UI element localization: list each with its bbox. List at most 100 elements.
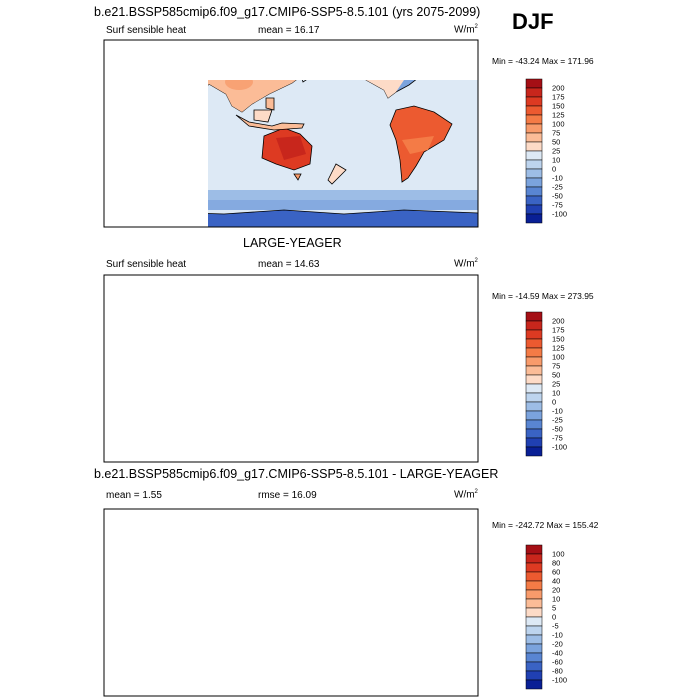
colorbar3-tick-label: -80	[552, 667, 563, 676]
panel2-mean-label: mean =	[258, 259, 292, 270]
colorbar2-tick-label: 10	[552, 389, 560, 398]
colorbar2-tick-label: 25	[552, 380, 560, 389]
panel2-frame	[103, 274, 479, 463]
colorbar3-tick-label: -10	[552, 631, 563, 640]
colorbar2-tick-label: 100	[552, 353, 565, 362]
colorbar1-tick-label: -75	[552, 201, 563, 210]
panel2-minmax: Min = -14.59 Max = 273.95	[492, 291, 594, 301]
panel2-variable: Surf sensible heat	[106, 259, 187, 270]
colorbar3-segment	[525, 544, 543, 555]
colorbar2-tick-label: -10	[552, 407, 563, 416]
colorbar3-segment	[525, 643, 543, 654]
panel1-min-value: -43.24	[515, 56, 540, 66]
colorbar2-segment	[525, 356, 543, 367]
colorbar1-segment	[525, 168, 543, 179]
colorbar2-tick-label: 0	[552, 398, 556, 407]
colorbar3-segment	[525, 562, 543, 573]
colorbar3-segment	[525, 616, 543, 627]
colorbar2-tick-label: 75	[552, 362, 560, 371]
colorbar1-tick-label: 125	[552, 111, 565, 120]
panel3-units-text: W/m	[454, 489, 475, 501]
colorbar1-segment	[525, 159, 543, 170]
panel1-units-text: W/m	[454, 24, 475, 36]
colorbar3-segment	[525, 598, 543, 609]
colorbar3-tick-label: -100	[552, 676, 567, 685]
colorbar3-segment	[525, 589, 543, 600]
panel3-minmax: Min = -242.72 Max = 155.42	[492, 520, 598, 530]
panel3-min-value: -242.72	[515, 520, 545, 530]
colorbar3-segment	[525, 661, 543, 672]
panel3-map	[64, 507, 478, 696]
colorbar2-segment	[525, 437, 543, 448]
panel1-map	[208, 80, 479, 228]
colorbar3-segment	[525, 553, 543, 564]
colorbar2-segment	[525, 311, 543, 322]
colorbar1-tick-label: -10	[552, 174, 563, 183]
colorbar3-tick-label: 10	[552, 595, 560, 604]
colorbar2-segment	[525, 410, 543, 421]
colorbar1-segment	[525, 204, 543, 215]
colorbar3-tick-label: 20	[552, 586, 560, 595]
colorbar3-tick-label: 80	[552, 559, 560, 568]
colorbar1-segment	[525, 141, 543, 152]
panel3-max-label: Max =	[546, 520, 571, 530]
colorbar1-segment	[525, 114, 543, 125]
panel2-units-sup: 2	[474, 258, 478, 264]
colorbar1-segment	[525, 87, 543, 98]
colorbar1-tick-label: -25	[552, 183, 563, 192]
colorbar1-segment	[525, 195, 543, 206]
colorbar2-segment	[525, 320, 543, 331]
colorbar2-tick-label: -75	[552, 434, 563, 443]
colorbar1-tick-label: -100	[552, 210, 567, 219]
panel3-title: b.e21.BSSP585cmip6.f09_g17.CMIP6-SSP5-8.…	[94, 467, 499, 481]
colorbar2-segment	[525, 365, 543, 376]
panel3-frame	[103, 508, 479, 697]
colorbar2-tick-label: 50	[552, 371, 560, 380]
colorbar3-segment	[525, 571, 543, 582]
panel1-max-value: 171.96	[567, 56, 594, 66]
colorbar1-segment	[525, 105, 543, 116]
colorbar3-tick-label: 5	[552, 604, 556, 613]
panel1-units: W/m2	[454, 24, 478, 35]
colorbar1-segment	[525, 78, 543, 89]
colorbar3-tick-label: -5	[552, 622, 559, 631]
panel3-mean-label: mean =	[106, 490, 140, 501]
panel2-min-value: -14.59	[515, 291, 540, 301]
colorbar2-segment	[525, 392, 543, 403]
colorbar1-tick-label: 10	[552, 156, 560, 165]
panel3-max-value: 155.42	[572, 520, 599, 530]
colorbar1-tick-label: 100	[552, 120, 565, 129]
colorbar2-tick-label: 200	[552, 317, 565, 326]
colorbar3-segment	[525, 634, 543, 645]
colorbar3-tick-label: 40	[552, 577, 560, 586]
colorbar1-tick-label: 200	[552, 84, 565, 93]
colorbar2-segment	[525, 374, 543, 385]
colorbar1-tick-label: 25	[552, 147, 560, 156]
colorbar1-tick-label: 175	[552, 93, 565, 102]
colorbar1-segment	[525, 150, 543, 161]
colorbar3-segment	[525, 679, 543, 690]
colorbar1-tick-label: 150	[552, 102, 565, 111]
panel3-mean-value: 1.55	[142, 490, 162, 501]
colorbar3-tick-label: 100	[552, 550, 565, 559]
colorbar3-segment	[525, 670, 543, 681]
panel2-max-label: Max =	[541, 291, 566, 301]
colorbar1-tick-label: 50	[552, 138, 560, 147]
colorbar1-tick-label: 75	[552, 129, 560, 138]
colorbar1-segment	[525, 186, 543, 197]
panel2-max-value: 273.95	[567, 291, 594, 301]
colorbar2-tick-label: 150	[552, 335, 565, 344]
colorbar2-tick-label: -100	[552, 443, 567, 452]
season-label: DJF	[512, 9, 554, 34]
colorbar3-tick-label: -60	[552, 658, 563, 667]
colorbar2-segment	[525, 401, 543, 412]
panel1-frame	[103, 39, 479, 228]
colorbar1-segment	[525, 213, 543, 224]
panel3-rmse: rmse = 16.09	[258, 490, 317, 501]
colorbar2-segment	[525, 446, 543, 457]
panel1-units-sup: 2	[474, 24, 478, 30]
panel2-min-label: Min =	[492, 291, 514, 301]
